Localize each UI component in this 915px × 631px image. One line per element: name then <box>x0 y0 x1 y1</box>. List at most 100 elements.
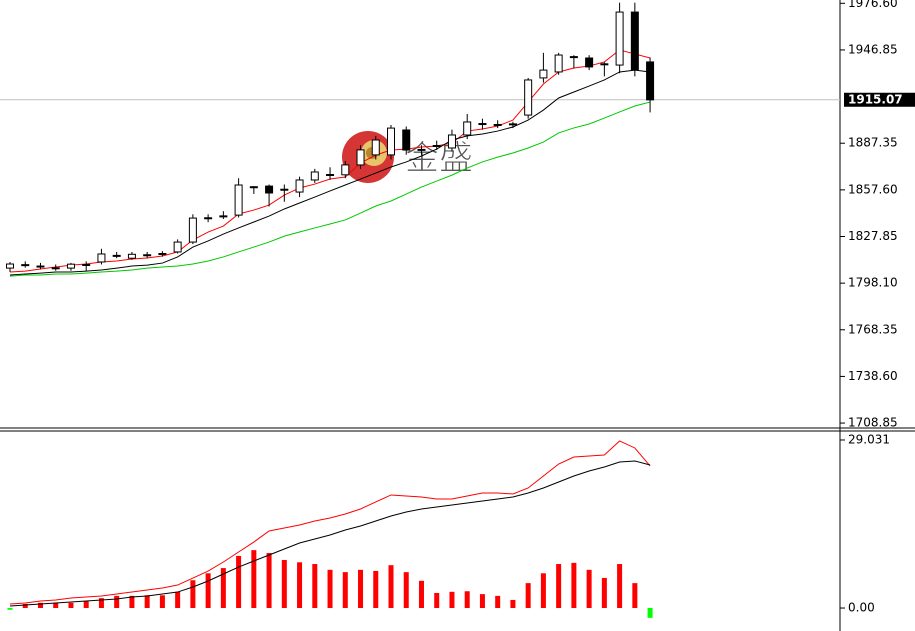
candle-body <box>204 217 213 220</box>
candle-body <box>402 129 411 151</box>
candle-body <box>51 267 60 270</box>
candle-body <box>280 188 289 191</box>
y-tick-label: 1738.60 <box>848 369 898 383</box>
histogram-bar <box>434 592 440 609</box>
candle-body <box>158 253 167 256</box>
histogram-bar <box>495 595 501 609</box>
last-price-label: 1915.07 <box>848 92 903 106</box>
line-series <box>9 49 651 273</box>
candle-body <box>447 134 456 149</box>
candle-body <box>646 61 655 101</box>
histogram-bar <box>175 591 181 609</box>
histogram-bar <box>83 601 89 609</box>
candle-body <box>326 173 335 176</box>
histogram-bar <box>464 591 470 609</box>
candle-body <box>112 254 121 257</box>
candle-body <box>493 123 502 126</box>
histogram-bar <box>632 583 638 609</box>
candle-body <box>66 263 75 269</box>
y-tick-label: 1976.60 <box>848 0 898 10</box>
candle-body <box>21 264 30 267</box>
histogram-bar <box>53 602 59 609</box>
histogram-bar <box>68 602 74 609</box>
y-tick-label: 1827.85 <box>848 229 898 243</box>
candle-body <box>310 171 319 181</box>
histogram-bar <box>418 580 424 609</box>
histogram-bar <box>220 568 226 609</box>
candle-body <box>417 148 426 151</box>
candle-body <box>508 123 517 126</box>
histogram-bar <box>571 562 577 609</box>
candle-body <box>265 185 274 194</box>
histogram-bar <box>479 594 485 609</box>
candle-body <box>234 184 243 216</box>
histogram-bar <box>449 591 455 609</box>
histogram-bar <box>373 570 379 609</box>
candle-body <box>97 253 106 263</box>
candle-body <box>188 217 197 243</box>
y-tick-label: 1708.85 <box>848 416 898 430</box>
candle-body <box>463 121 472 136</box>
watermark-logo <box>342 131 394 183</box>
candle-body <box>554 54 563 73</box>
candle-body <box>432 144 441 147</box>
histogram-bar <box>556 564 562 609</box>
histogram-bar <box>251 550 257 609</box>
candle-body <box>478 123 487 126</box>
candle-body <box>341 164 350 176</box>
histogram-bar <box>617 564 623 609</box>
histogram-bar <box>540 573 546 609</box>
candle-body <box>585 57 594 68</box>
candle-body <box>6 263 14 269</box>
histogram-bar <box>510 599 516 609</box>
histogram-bar <box>586 569 592 609</box>
histogram-bar <box>144 595 150 609</box>
histogram-bar <box>37 602 43 609</box>
histogram-bar <box>7 608 13 610</box>
y-tick-label: 1946.85 <box>848 42 898 56</box>
candle-body <box>630 11 639 71</box>
candle-body <box>36 265 45 268</box>
histogram-bar <box>403 572 409 609</box>
candle-body <box>600 63 609 66</box>
candle-body <box>82 263 91 266</box>
line-series <box>9 440 651 605</box>
y-tick-label: 1768.35 <box>848 322 898 336</box>
candle-body <box>173 241 182 253</box>
candle-body <box>356 149 365 166</box>
histogram-bar <box>601 577 607 609</box>
histogram-bar <box>236 555 242 609</box>
candle-body <box>249 186 258 189</box>
candle-body <box>143 254 152 257</box>
histogram-bar <box>312 564 318 609</box>
histogram-bar <box>266 553 272 609</box>
histogram-bar <box>159 595 165 609</box>
histogram-bar <box>281 559 287 609</box>
y-tick-label: 29.031 <box>848 432 890 446</box>
histogram-bar <box>190 580 196 609</box>
histogram-bar <box>98 598 104 609</box>
histogram-bar <box>114 595 120 609</box>
histogram-bar <box>388 565 394 609</box>
histogram-bar <box>647 608 653 618</box>
candle-body <box>295 179 304 193</box>
y-tick-label: 1798.10 <box>848 276 898 290</box>
histogram-bar <box>297 562 303 609</box>
candle-body <box>539 69 548 79</box>
candle-body <box>127 253 136 259</box>
histogram-bar <box>129 595 135 609</box>
y-tick-label: 1887.35 <box>848 136 898 150</box>
last-price-box <box>844 92 915 107</box>
line-series <box>9 69 651 276</box>
histogram-bar <box>327 569 333 609</box>
y-tick-label: 0.00 <box>848 601 875 615</box>
candle-body <box>524 79 533 116</box>
candle-body <box>219 215 228 218</box>
histogram-bar <box>22 603 28 609</box>
histogram-bar <box>205 573 211 609</box>
histogram-bar <box>358 569 364 609</box>
candle-body <box>371 139 380 156</box>
candle-body <box>615 11 624 66</box>
candle-body <box>569 56 578 59</box>
